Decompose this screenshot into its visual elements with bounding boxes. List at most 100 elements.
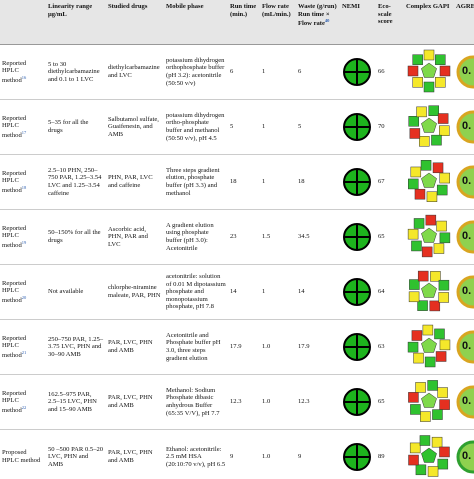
- nemi-cell: [340, 99, 376, 155]
- nemi-cell: [340, 154, 376, 210]
- gapi-cell: [404, 429, 454, 479]
- rect-shape: [409, 128, 421, 139]
- method-text: Reported HPLC method: [2, 114, 27, 139]
- method-cell: Reported HPLC method16: [0, 44, 46, 100]
- rect-shape: [422, 324, 434, 336]
- table-row: Reported HPLC method19 50–150% for all th…: [0, 209, 474, 265]
- cell: 1.0: [260, 429, 296, 479]
- nemi-icon: [343, 278, 371, 306]
- rect-shape: [417, 270, 429, 282]
- header-cell: NEMI: [340, 0, 376, 45]
- cell: 9: [296, 429, 340, 479]
- header-text: Eco-scale score: [378, 3, 393, 26]
- rect-shape: [425, 214, 437, 226]
- rect-shape: [435, 77, 446, 88]
- header-cell: Run time (min.): [228, 0, 260, 45]
- agree-icon: [456, 110, 474, 144]
- rect-shape: [437, 387, 448, 398]
- cell: PHN, PAR, LVC and caffeine: [106, 154, 164, 210]
- header-ref: 40: [324, 18, 330, 24]
- nemi-cell: [340, 264, 376, 320]
- nemi-icon: [343, 168, 371, 196]
- header-text: Linearity range μg/mL: [48, 3, 93, 18]
- agree-cell: 0.: [454, 44, 474, 100]
- rect-shape: [419, 435, 431, 446]
- cell: 14: [228, 264, 260, 320]
- cell: Ethanol: acetonitrile: 2.5 mM HSA (20:10…: [164, 429, 228, 479]
- cell: 2.5–10 PHN, 250–750 PAR, 1.25–3.54 LVC a…: [46, 154, 106, 210]
- rect-shape: [436, 184, 448, 196]
- header-text: Complex GAPI: [406, 3, 450, 10]
- rect-shape: [430, 271, 441, 282]
- ref: 20: [21, 294, 27, 300]
- method-text: Reported HPLC method: [2, 389, 27, 414]
- cell: 17.9: [228, 319, 260, 375]
- polygon-shape: [421, 227, 437, 243]
- cell: 14: [296, 264, 340, 320]
- cell: Ascorbic acid, PHN, PAR and LVC: [106, 209, 164, 265]
- cell: 5–35 for all the drugs: [46, 99, 106, 155]
- rect-shape: [427, 466, 439, 477]
- nemi-cell: [340, 209, 376, 265]
- circle-shape: [456, 55, 474, 89]
- header-cell: Mobile phase: [164, 0, 228, 45]
- rect-shape: [423, 49, 435, 61]
- gapi-icon: [408, 105, 450, 147]
- agree-cell: 0.: [454, 319, 474, 375]
- method-text: Reported HPLC method: [2, 334, 27, 359]
- cell: 17.9: [296, 319, 340, 375]
- table-body: Reported HPLC method16 5 to 30 diethylcar…: [0, 44, 474, 479]
- nemi-icon: [343, 443, 371, 471]
- cell: A gradient elution using phosphate buffe…: [164, 209, 228, 265]
- gapi-cell: [404, 264, 454, 320]
- cell: 6: [296, 44, 340, 100]
- header-cell: [0, 0, 46, 45]
- ref: 21: [21, 349, 27, 355]
- rect-shape: [438, 279, 450, 291]
- method-cell: Reported HPLC method17: [0, 99, 46, 155]
- ref: 19: [21, 239, 27, 245]
- cell: PAR, LVC, PHN and AMB: [106, 374, 164, 430]
- rect-shape: [435, 54, 446, 65]
- rect-shape: [428, 105, 439, 116]
- rect-shape: [439, 125, 450, 136]
- table-row: Reported HPLC method22 162.5–975 PAR, 2.5…: [0, 374, 474, 430]
- gapi-icon: [408, 270, 450, 312]
- polygon-shape: [421, 172, 437, 188]
- ref: 22: [21, 404, 27, 410]
- agree-icon: [456, 220, 474, 254]
- circle-shape: [456, 385, 474, 419]
- table-row: Proposed HPLC method 50 –500 PAR 0.5–20 L…: [0, 429, 474, 479]
- rect-shape: [409, 442, 421, 454]
- agree-icon: [456, 440, 474, 474]
- header-text: NEMI: [342, 3, 360, 10]
- gapi-icon: [408, 380, 450, 422]
- agree-score: 0.: [462, 340, 472, 352]
- cell: 1.0: [260, 319, 296, 375]
- rect-shape: [423, 81, 435, 93]
- cell: 250–750 PAR, 1.25–3.75 LVC, PHN and 30–9…: [46, 319, 106, 375]
- rect-shape: [437, 458, 449, 470]
- polygon-shape: [421, 337, 437, 353]
- rect-shape: [429, 300, 441, 312]
- nemi-icon: [343, 388, 371, 416]
- header-cell: AGREE: [454, 0, 474, 45]
- rect-shape: [413, 218, 425, 229]
- header-cell: Studied drugs: [106, 0, 164, 45]
- rect-shape: [420, 160, 432, 171]
- gapi-cell: [404, 209, 454, 265]
- rect-shape: [415, 464, 427, 476]
- table-row: Reported HPLC method20 Not available chlor…: [0, 264, 474, 320]
- rect-shape: [412, 54, 423, 65]
- cell: Salbutamol sulfate, Guaifenesin, and AMB: [106, 99, 164, 155]
- nemi-cell: [340, 319, 376, 375]
- cell: 12.3: [228, 374, 260, 430]
- cell: Methanol: Sodium Phosphate dibasic anhyd…: [164, 374, 228, 430]
- nemi-cell: [340, 44, 376, 100]
- polygon-shape: [421, 117, 437, 133]
- circle-shape: [456, 330, 474, 364]
- rect-shape: [413, 352, 424, 364]
- rect-shape: [419, 136, 430, 147]
- table-row: Reported HPLC method18 2.5–10 PHN, 250–75…: [0, 154, 474, 210]
- agree-cell: 0.: [454, 429, 474, 479]
